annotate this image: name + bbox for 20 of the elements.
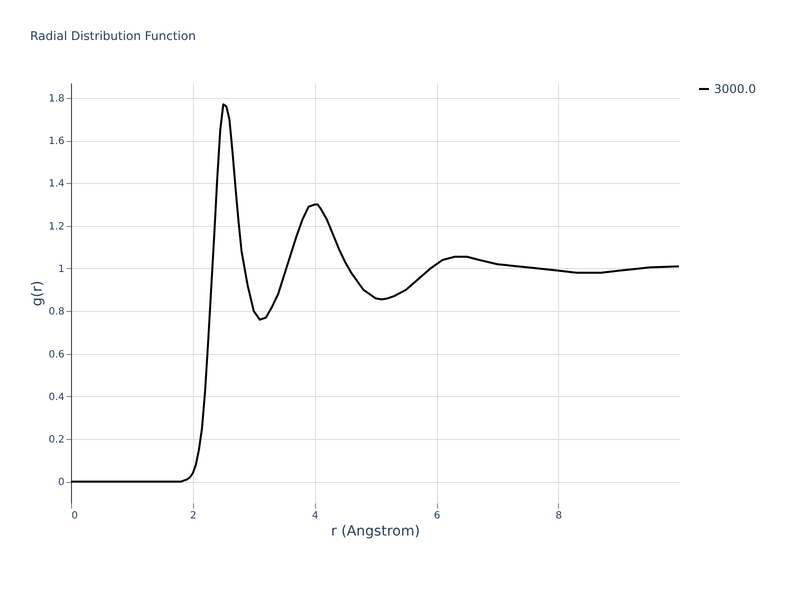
x-tick-label: 0 (72, 510, 78, 522)
y-tick-label: 0 (58, 477, 64, 488)
y-tick-label: 1.2 (48, 221, 64, 232)
chart-title: Radial Distribution Function (30, 29, 196, 43)
x-tick-label: 8 (556, 510, 562, 522)
y-axis-title: g(r) (30, 280, 46, 306)
y-tick-label: 1.8 (48, 93, 64, 104)
x-tick-label: 2 (190, 510, 197, 522)
y-tick-label: 1.4 (48, 178, 64, 190)
legend-label: 3000.0 (714, 82, 756, 96)
x-tick-label: 4 (312, 510, 318, 522)
y-tick-label: 0.8 (48, 306, 64, 318)
y-tick-label: 0.2 (48, 434, 64, 446)
y-tick-label: 1.6 (48, 136, 64, 148)
y-tick-label: 0.4 (48, 392, 64, 403)
x-tick-label: 6 (434, 510, 440, 522)
y-tick-label: 1 (58, 264, 64, 275)
line-series (70, 103, 680, 483)
x-axis-title: r (Angstrom) (331, 524, 420, 540)
y-tick-label: 0.6 (48, 349, 64, 360)
